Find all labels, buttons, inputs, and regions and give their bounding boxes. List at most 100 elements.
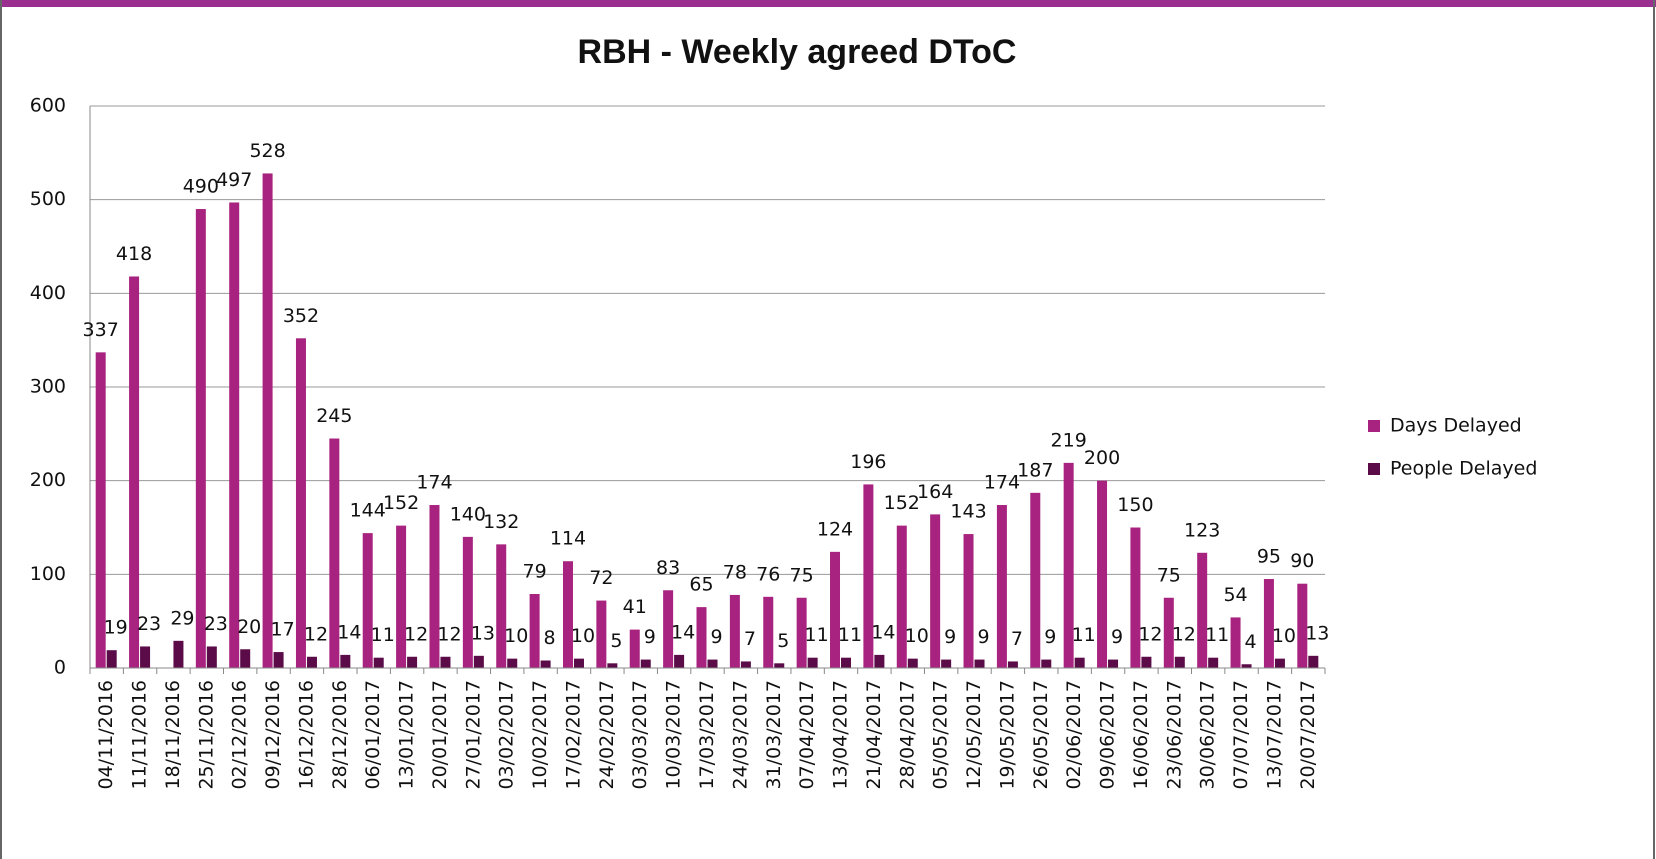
- bar: [1241, 664, 1252, 668]
- data-label: 9: [1044, 626, 1056, 648]
- data-label: 72: [589, 567, 613, 589]
- data-label: 78: [723, 561, 747, 583]
- bar: [963, 534, 974, 668]
- data-label: 9: [977, 626, 989, 648]
- x-tick-label: 28/04/2017: [896, 680, 918, 790]
- x-tick-label: 07/04/2017: [796, 680, 818, 790]
- x-tick-label: 18/11/2016: [162, 680, 184, 790]
- data-label: 9: [1111, 626, 1123, 648]
- x-tick-label: 16/12/2016: [295, 680, 317, 790]
- data-label: 11: [805, 624, 829, 646]
- x-tick-label: 03/03/2017: [629, 680, 651, 790]
- bar: [740, 661, 751, 668]
- bar: [1007, 661, 1018, 668]
- bar: [941, 659, 952, 668]
- data-label: 9: [710, 626, 722, 648]
- data-label: 13: [1305, 622, 1329, 644]
- x-tick-label: 24/03/2017: [729, 680, 751, 790]
- y-tick-label: 400: [30, 282, 66, 304]
- x-tick-label: 09/12/2016: [262, 680, 284, 790]
- bar: [462, 536, 473, 668]
- x-tick-label: 16/06/2017: [1130, 680, 1152, 790]
- bar: [774, 663, 785, 668]
- data-label: 12: [304, 623, 328, 645]
- legend-swatch: [1368, 420, 1380, 432]
- bar: [195, 209, 206, 669]
- data-label: 83: [656, 557, 680, 579]
- data-label: 11: [1205, 624, 1229, 646]
- data-label: 12: [1138, 623, 1162, 645]
- data-label: 12: [1172, 623, 1196, 645]
- data-label: 9: [944, 626, 956, 648]
- bar: [262, 173, 273, 668]
- x-tick-label: 07/07/2017: [1230, 680, 1252, 790]
- bar: [95, 352, 106, 668]
- x-tick-label: 25/11/2016: [195, 680, 217, 790]
- x-tick-label: 13/04/2017: [830, 680, 852, 790]
- data-label: 10: [905, 625, 929, 647]
- bar: [373, 657, 384, 668]
- data-label: 123: [1184, 519, 1220, 541]
- data-label: 11: [371, 624, 395, 646]
- y-tick-label: 300: [30, 376, 66, 398]
- bar: [796, 597, 807, 668]
- data-label: 95: [1257, 546, 1281, 568]
- bar: [807, 657, 818, 668]
- bar: [607, 663, 618, 668]
- bar: [841, 657, 852, 668]
- data-label: 76: [756, 563, 780, 585]
- bar: [140, 646, 151, 668]
- bar: [1308, 655, 1319, 668]
- bar: [729, 594, 740, 668]
- data-label: 150: [1117, 494, 1153, 516]
- bar: [1163, 597, 1174, 668]
- bar: [295, 338, 306, 668]
- x-tick-label: 20/07/2017: [1297, 680, 1319, 790]
- bar: [1297, 583, 1308, 668]
- bar: [974, 659, 985, 668]
- bar: [640, 659, 651, 668]
- data-label: 11: [1072, 624, 1096, 646]
- x-tick-label: 13/07/2017: [1263, 680, 1285, 790]
- data-label: 490: [183, 176, 219, 198]
- bar: [596, 600, 607, 668]
- data-label: 23: [137, 613, 161, 635]
- bar: [907, 658, 918, 668]
- x-tick-label: 17/02/2017: [562, 680, 584, 790]
- data-label: 10: [1272, 625, 1296, 647]
- bar: [1030, 492, 1041, 668]
- data-label: 143: [950, 501, 986, 523]
- bar: [996, 505, 1007, 668]
- x-tick-label: 21/04/2017: [863, 680, 885, 790]
- data-label: 140: [450, 503, 486, 525]
- bar: [240, 649, 251, 668]
- data-label: 7: [744, 628, 756, 650]
- bar: [306, 656, 317, 668]
- x-tick-label: 10/02/2017: [529, 680, 551, 790]
- data-label: 164: [917, 481, 953, 503]
- bar: [629, 629, 640, 668]
- data-label: 54: [1223, 584, 1247, 606]
- data-label: 418: [116, 243, 152, 265]
- bar: [1274, 658, 1285, 668]
- data-label: 337: [83, 319, 119, 341]
- bar: [329, 438, 340, 668]
- bar: [1097, 480, 1108, 668]
- data-label: 10: [504, 625, 528, 647]
- x-tick-label: 02/12/2016: [229, 680, 251, 790]
- data-label: 41: [623, 596, 647, 618]
- bar: [1174, 656, 1185, 668]
- data-label: 90: [1290, 550, 1314, 572]
- data-label: 19: [104, 617, 128, 639]
- data-label: 79: [523, 561, 547, 583]
- bar: [896, 525, 907, 668]
- x-tick-label: 30/06/2017: [1197, 680, 1219, 790]
- data-label: 528: [249, 140, 285, 162]
- bar: [1208, 657, 1219, 668]
- data-label: 8: [544, 627, 556, 649]
- x-tick-label: 10/03/2017: [663, 680, 685, 790]
- data-label: 14: [337, 621, 361, 643]
- data-label: 152: [884, 492, 920, 514]
- x-tick-label: 17/03/2017: [696, 680, 718, 790]
